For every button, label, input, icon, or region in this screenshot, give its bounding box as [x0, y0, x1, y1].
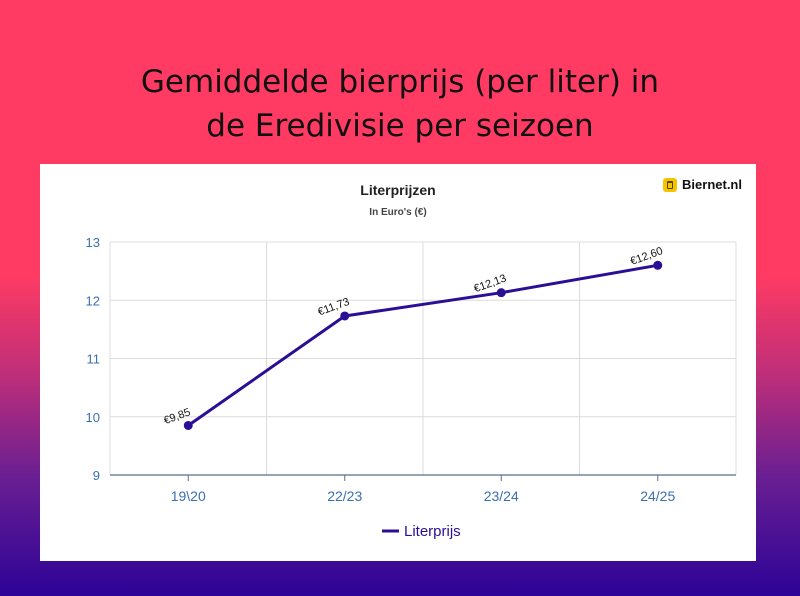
x-tick-label: 23/24 — [484, 488, 519, 504]
grid-layer — [109, 241, 737, 475]
chart-card: 9 10 11 12 13 19\20 22/23 23/24 24/25 €9,85 €11,7… — [40, 164, 756, 561]
brand-name: Biernet.nl — [682, 177, 742, 192]
chart-title: Literprijzen — [360, 182, 435, 198]
page-title: Gemiddelde bierprijs (per liter) in de E… — [0, 60, 800, 148]
y-tick-label: 9 — [93, 468, 100, 483]
axis-layer: 9 10 11 12 13 19\20 22/23 23/24 24/25 — [86, 235, 736, 504]
beer-glass-icon — [663, 177, 678, 192]
x-tick-label: 22/23 — [327, 488, 362, 504]
data-point — [496, 288, 506, 298]
page-title-line-2: de Eredivisie per seizoen — [206, 108, 594, 144]
y-tick-label: 13 — [86, 235, 100, 250]
y-tick-label: 11 — [87, 352, 101, 367]
data-point — [340, 311, 350, 321]
page-title-line-1: Gemiddelde bierprijs (per liter) in — [140, 64, 660, 100]
label-layer: €9,85€11,73€12,13€12,60 — [162, 245, 664, 427]
data-point — [653, 260, 663, 270]
line-chart: 9 10 11 12 13 19\20 22/23 23/24 24/25 €9,85€11,7… — [86, 182, 737, 540]
y-tick-label: 10 — [86, 410, 100, 425]
data-point — [183, 420, 193, 430]
series-layer — [183, 260, 663, 430]
chart-legend[interactable]: Literprijs — [382, 523, 461, 540]
chart-subtitle: In Euro's (€) — [369, 207, 426, 218]
brand-logo[interactable]: Biernet.nl — [663, 177, 742, 192]
legend-label: Literprijs — [404, 523, 461, 540]
y-tick-label: 12 — [86, 293, 100, 308]
x-tick-label: 19\20 — [171, 488, 206, 504]
series-line — [187, 263, 659, 427]
x-tick-label: 24/25 — [640, 488, 675, 504]
